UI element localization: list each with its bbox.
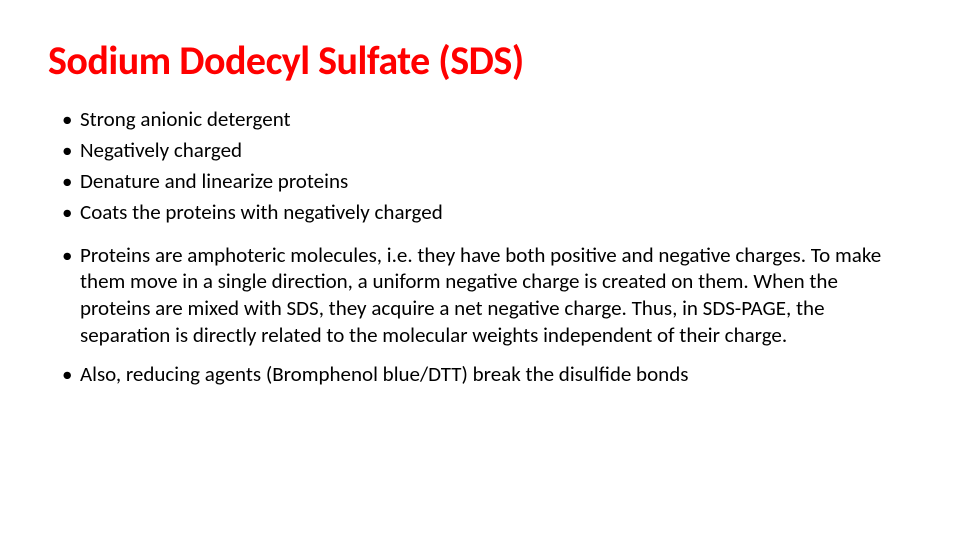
slide: Sodium Dodecyl Sulfate (SDS) Strong anio… — [0, 0, 960, 540]
list-item: Strong anionic detergent — [62, 106, 912, 133]
bullet-list: Strong anionic detergent Negatively char… — [48, 106, 912, 388]
list-item: Proteins are amphoteric molecules, i.e. … — [62, 242, 912, 350]
list-item: Coats the proteins with negatively charg… — [62, 199, 912, 226]
list-item: Negatively charged — [62, 137, 912, 164]
list-item: Also, reducing agents (Bromphenol blue/D… — [62, 361, 912, 388]
list-item: Denature and linearize proteins — [62, 168, 912, 195]
slide-title: Sodium Dodecyl Sulfate (SDS) — [48, 38, 912, 84]
